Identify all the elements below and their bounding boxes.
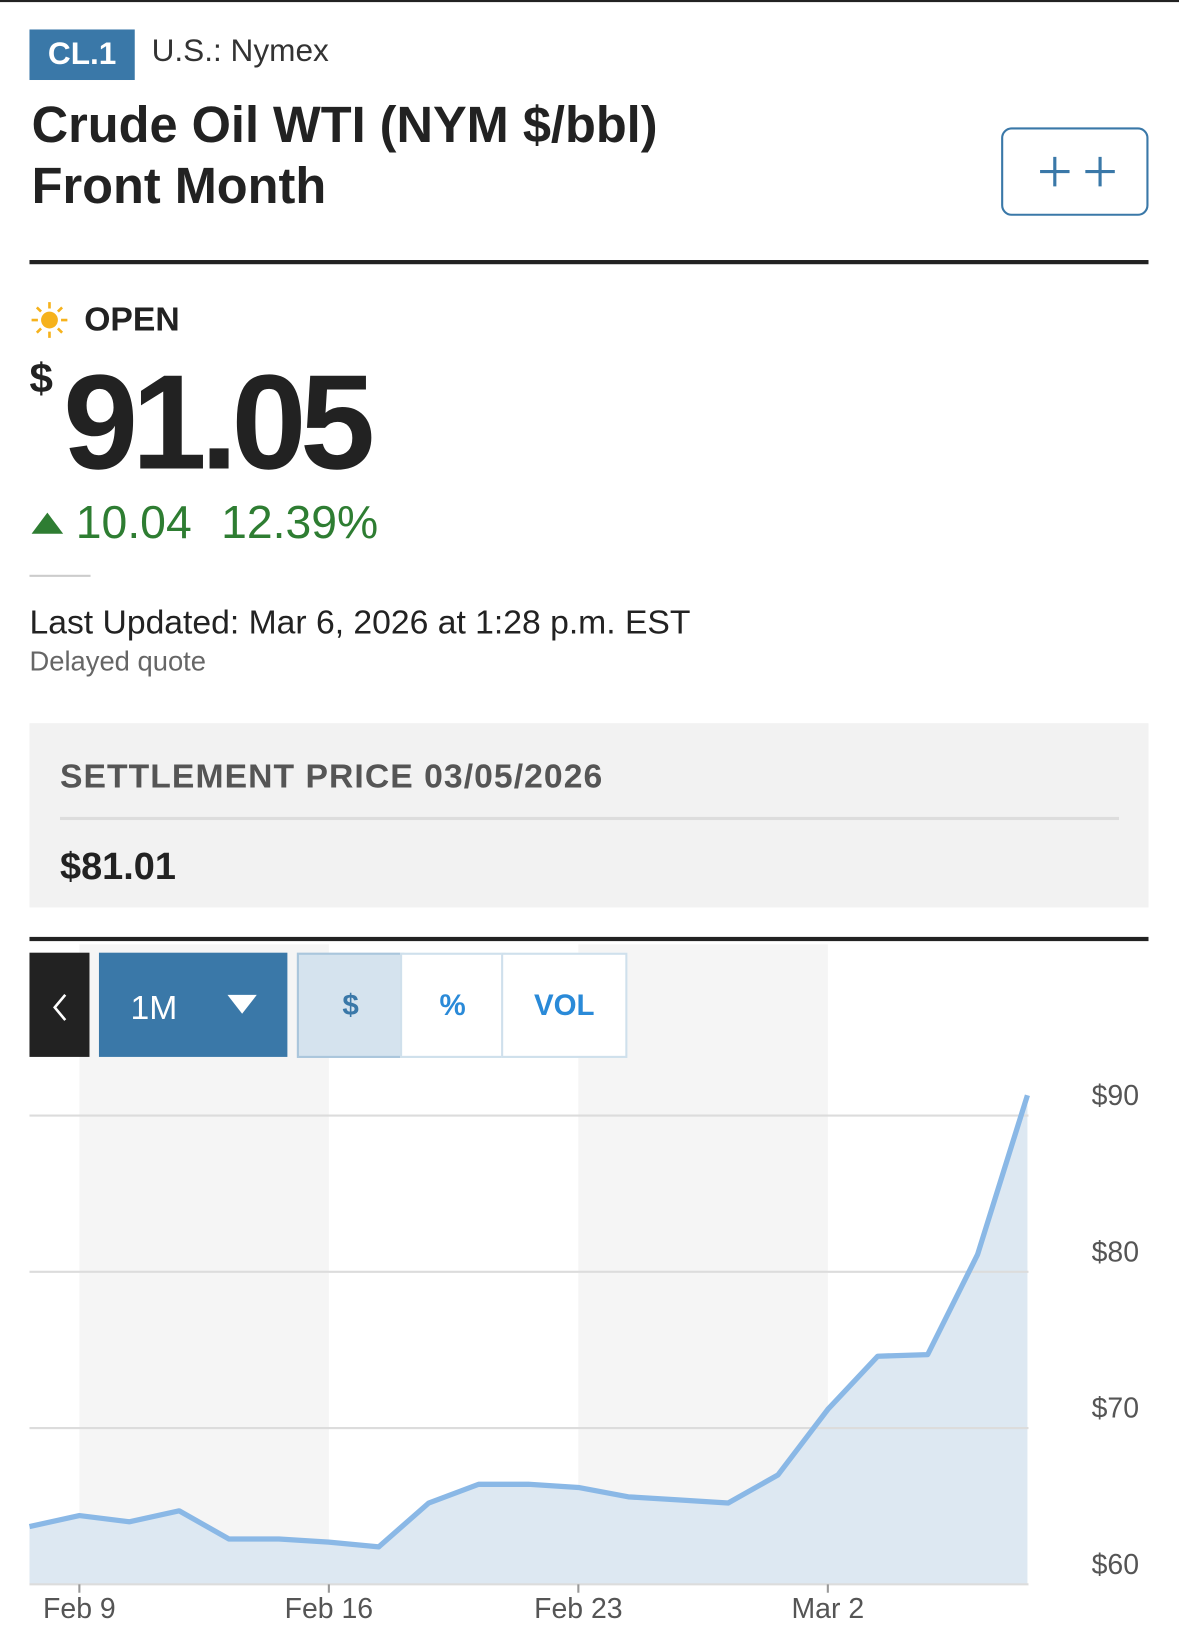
tab[interactable]: VOL [501,952,628,1058]
y-tick-label: $90 [1092,1080,1139,1112]
change: 10.04 [75,496,192,549]
settlement-box: SETTLEMENT PRICE 03/05/2026 $81.01 [29,723,1149,908]
currency: $ [29,355,53,403]
short-divider [29,574,91,577]
x-tick-label: Feb 16 [285,1593,373,1625]
range-label: 1M [130,988,178,1027]
line [28,1094,1030,1550]
symbol-badge: CL.1 [29,29,135,81]
divider [29,936,1149,942]
x-tick-label: Mar 2 [792,1593,865,1625]
settlement-label: SETTLEMENT PRICE 03/05/2026 [60,756,604,795]
x-tick-label: Feb 9 [43,1593,116,1625]
title-line: Crude Oil WTI (NYM $/bbl) [31,97,658,154]
top-border [0,0,1179,3]
tab[interactable]: % [400,952,506,1058]
y-tick-label: $60 [1092,1549,1139,1581]
watchlist-button[interactable] [1001,127,1149,216]
last-updated: Last Updated: Mar 6, 2026 at 1:28 p.m. E… [29,603,691,642]
title-line: Front Month [31,158,327,215]
up-arrow [31,512,64,534]
dropdown-arrow [227,994,257,1014]
chart: $60 $70 $80 $90 Feb 9 Feb 16 Feb 23 Mar 2 [28,944,1139,1625]
market-status: OPEN [84,300,180,338]
price: 91.05 [63,347,375,498]
settlement-value: $81.01 [60,844,176,888]
divider [60,816,1120,821]
exchange: U.S.: Nymex [151,33,329,69]
divider [29,260,1149,265]
x-tick-label: Feb 23 [534,1593,622,1625]
plus-icons [1040,156,1115,187]
range-select[interactable]: 1M [98,952,288,1057]
sun-icon [31,302,68,338]
change-percent: 12.39% [221,496,379,549]
y-tick-label: $80 [1092,1236,1139,1268]
tab[interactable]: $ [296,952,405,1058]
back-button[interactable] [29,952,90,1057]
delayed-note: Delayed quote [29,645,207,677]
chevron [53,993,67,1021]
y-tick-label: $70 [1092,1393,1139,1425]
